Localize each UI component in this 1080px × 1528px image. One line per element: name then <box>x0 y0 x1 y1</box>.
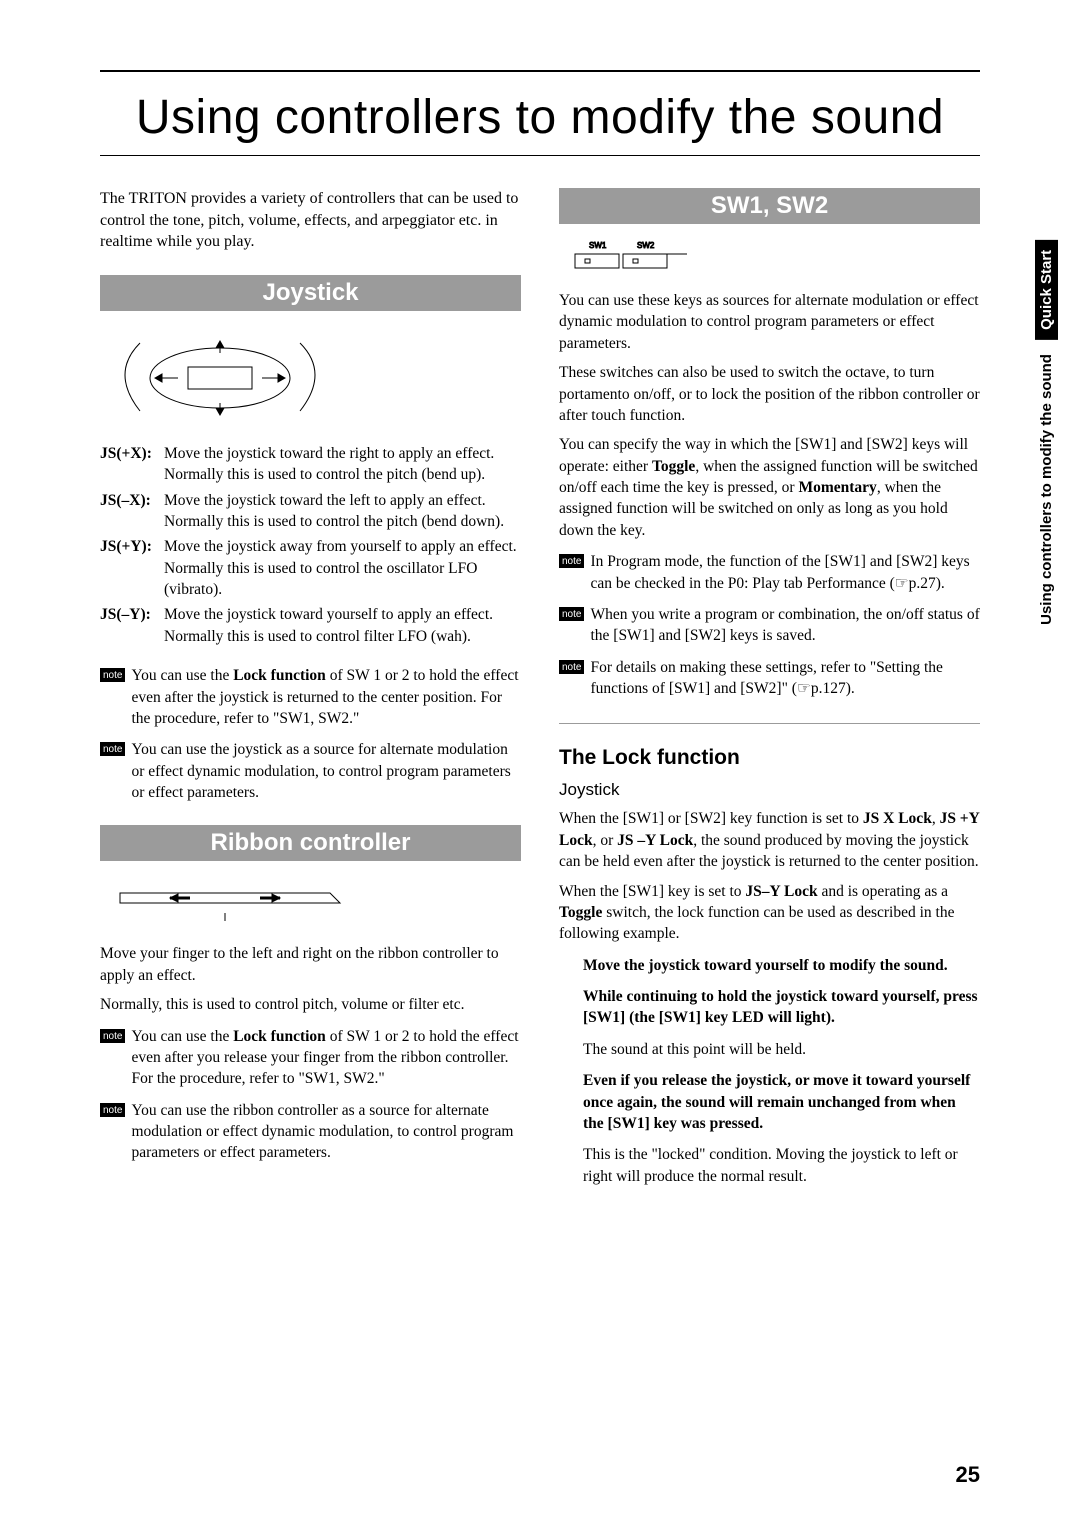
joystick-diagram <box>100 323 360 433</box>
lock-p2: When the [SW1] key is set to JS–Y Lock a… <box>559 881 980 945</box>
ribbon-note-2: noteYou can use the ribbon controller as… <box>100 1100 521 1164</box>
joystick-heading: Joystick <box>100 275 521 311</box>
joystick-dl: JS(+X):Move the joystick toward the righ… <box>100 443 521 647</box>
lock-sub: Joystick <box>559 780 980 800</box>
page-title: Using controllers to modify the sound <box>100 90 980 145</box>
note-icon: note <box>100 1029 125 1043</box>
sw-note-2: noteWhen you write a program or combinat… <box>559 604 980 647</box>
ribbon-diagram <box>100 873 360 933</box>
note-icon: note <box>559 607 584 621</box>
page-number: 25 <box>956 1462 980 1488</box>
intro-text: The TRITON provides a variety of control… <box>100 188 521 253</box>
lock-i1: Move the joystick toward yourself to mod… <box>583 955 980 976</box>
lock-i4: Even if you release the joystick, or mov… <box>583 1070 980 1134</box>
sw-p3: You can specify the way in which the [SW… <box>559 434 980 541</box>
ribbon-p2: Normally, this is used to control pitch,… <box>100 994 521 1015</box>
ribbon-p1: Move your finger to the left and right o… <box>100 943 521 986</box>
joystick-note-2: noteYou can use the joystick as a source… <box>100 739 521 803</box>
sw-note-1: noteIn Program mode, the function of the… <box>559 551 980 594</box>
note-icon: note <box>100 668 125 682</box>
lock-i2: While continuing to hold the joystick to… <box>583 986 980 1029</box>
ribbon-heading: Ribbon controller <box>100 825 521 861</box>
sw-heading: SW1, SW2 <box>559 188 980 224</box>
note-icon: note <box>100 1103 125 1117</box>
lock-i3: The sound at this point will be held. <box>583 1039 980 1060</box>
ribbon-note-1: noteYou can use the Lock function of SW … <box>100 1026 521 1090</box>
lock-i5: This is the "locked" condition. Moving t… <box>583 1144 980 1187</box>
note-icon: note <box>100 742 125 756</box>
note-icon: note <box>559 554 584 568</box>
lock-p1: When the [SW1] or [SW2] key function is … <box>559 808 980 872</box>
sw-p1: You can use these keys as sources for al… <box>559 290 980 354</box>
svg-text:SW1: SW1 <box>589 241 607 250</box>
lock-heading: The Lock function <box>559 746 980 770</box>
side-tab: Using controllers to modify the sound Qu… <box>1035 240 1058 625</box>
sw-note-3: noteFor details on making these settings… <box>559 657 980 700</box>
svg-text:SW2: SW2 <box>637 241 655 250</box>
note-icon: note <box>559 660 584 674</box>
joystick-note-1: noteYou can use the Lock function of SW … <box>100 665 521 729</box>
sw-diagram: SW1 SW2 <box>559 236 709 280</box>
sw-p2: These switches can also be used to switc… <box>559 362 980 426</box>
